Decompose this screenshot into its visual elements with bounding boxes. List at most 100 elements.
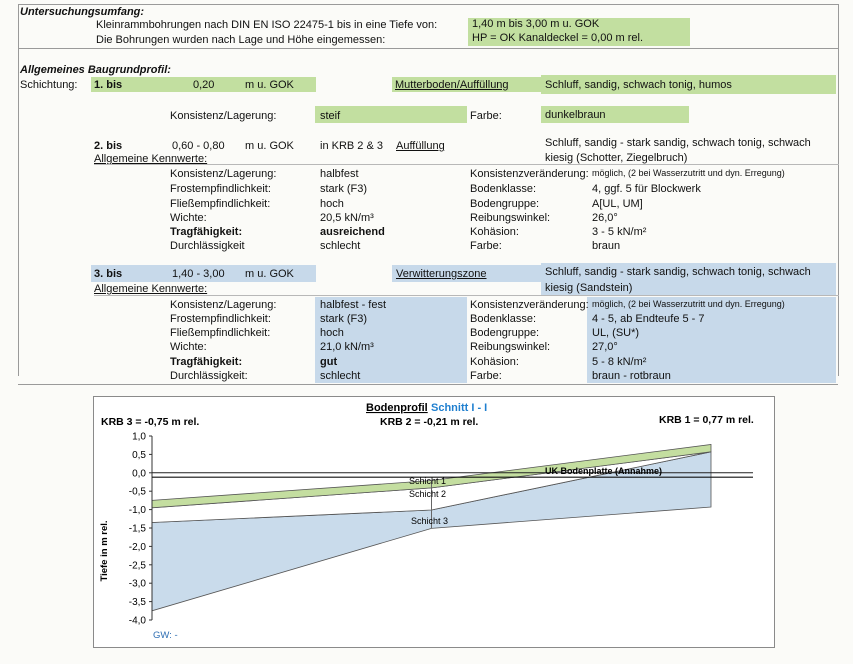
l2-value-cohesion: 3 - 5 kN/m² — [592, 226, 647, 238]
layer1-unit: m u. GOK — [245, 79, 294, 91]
layer3-desc-band — [541, 263, 836, 296]
l3-label-consistency: Konsistenz/Lagerung: — [170, 299, 277, 311]
l2-value-frost: stark (F3) — [320, 183, 368, 195]
y-tick-label: -2,5 — [129, 560, 147, 571]
layer2-krb: in KRB 2 & 3 — [320, 140, 383, 152]
layer1-consistency-band — [315, 106, 467, 123]
scope-reference-value: HP = OK Kanaldeckel = 0,00 m rel. — [468, 32, 690, 46]
layer-3-label: Schicht 3 — [411, 516, 448, 526]
krb2-label: KRB 2 = -0,21 m rel. — [380, 416, 478, 428]
l3-value-permeability: schlecht — [320, 370, 361, 382]
l2-label-flow: Fließempfindlichkeit: — [170, 198, 271, 210]
layer1-desc-band — [541, 75, 836, 94]
layer3-unit: m u. GOK — [245, 268, 294, 280]
l2-label-friction: Reibungswinkel: — [470, 212, 551, 224]
l3-value-consistency: halbfest - fest — [320, 299, 387, 311]
l3-label-flow: Fließempfindlichkeit: — [170, 327, 271, 339]
layer3-right-values-band — [587, 297, 836, 383]
l3-value-soil-group: UL, (SU*) — [592, 327, 640, 339]
gw-label: GW: - — [153, 630, 178, 641]
y-tick-label: -2,0 — [129, 542, 147, 553]
l3-value-weight: 21,0 kN/m³ — [320, 341, 374, 353]
layer3-kennwerte-heading: Allgemeine Kennwerte: — [94, 283, 208, 295]
layer3-name: Verwitterungszone — [396, 268, 487, 280]
layer2-number: 2. bis — [94, 140, 123, 152]
layer1-consistency-label: Konsistenz/Lagerung: — [170, 110, 277, 122]
scope-divider — [18, 48, 838, 49]
l2-label-color: Farbe: — [470, 240, 502, 252]
l2-value-consistency-change: möglich, (2 bei Wasserzutritt und dyn. E… — [592, 168, 785, 178]
layer1-name: Mutterboden/Auffüllung — [395, 79, 509, 91]
right-border — [838, 4, 839, 376]
profile-bottom-rule — [18, 384, 838, 385]
l3-label-friction: Reibungswinkel: — [470, 341, 551, 353]
l3-label-consistency-change: Konsistenzveränderung: — [470, 299, 589, 311]
chart-title: Bodenprofil — [366, 402, 428, 414]
l3-label-bearing: Tragfähigkeit: — [170, 356, 243, 368]
l3-label-color: Farbe: — [470, 370, 502, 382]
y-tick-label: -1,5 — [129, 524, 147, 535]
layer1-color-value: dunkelbraun — [545, 109, 606, 121]
l2-value-permeability: schlecht — [320, 240, 361, 252]
ref-line-label: UK Bodenplatte (Annahme) — [545, 466, 662, 476]
y-tick-label: -1,0 — [129, 505, 147, 516]
layer2-unit: m u. GOK — [245, 140, 294, 152]
layer-1-label: Schicht 1 — [409, 476, 446, 486]
l2-value-consistency: halbfest — [320, 168, 359, 180]
scope-heading: Untersuchungsumfang: — [20, 6, 145, 18]
layer3-kennwerte-rule — [94, 295, 839, 296]
l2-label-bearing: Tragfähigkeit: — [170, 226, 243, 238]
layer1-band — [91, 77, 316, 92]
l2-value-friction: 26,0° — [592, 212, 618, 224]
layer2-depth: 0,60 - 0,80 — [172, 140, 225, 152]
l2-label-soil-group: Bodengruppe: — [470, 198, 540, 210]
l3-label-frost: Frostempfindlichkeit: — [170, 313, 271, 325]
l2-value-color: braun — [592, 240, 621, 252]
l2-label-permeability: Durchlässigkeit — [170, 240, 245, 252]
scope-line-2: Die Bohrungen wurden nach Lage und Höhe … — [96, 34, 386, 46]
l3-value-cohesion: 5 - 8 kN/m² — [592, 356, 647, 368]
y-axis-title: Tiefe in m rel. — [99, 520, 110, 581]
layer1-description: Schluff, sandig, schwach tonig, humos — [545, 79, 732, 91]
l3-value-consistency-change: möglich, (2 bei Wasserzutritt und dyn. E… — [592, 299, 785, 309]
l2-label-consistency-change: Konsistenzveränderung: — [470, 168, 589, 180]
layer2-kennwerte-heading: Allgemeine Kennwerte: — [94, 153, 208, 165]
l3-label-cohesion: Kohäsion: — [470, 356, 519, 368]
krb3-label: KRB 3 = -0,75 m rel. — [101, 416, 199, 428]
l2-label-weight: Wichte: — [170, 212, 207, 224]
layer1-name-band — [392, 77, 542, 92]
y-tick-label: -3,5 — [129, 597, 147, 608]
layer3-band — [91, 265, 316, 282]
l3-label-permeability: Durchlässigkeit: — [170, 370, 248, 382]
l2-label-frost: Frostempfindlichkeit: — [170, 183, 271, 195]
y-tick-label: 0,0 — [132, 468, 146, 479]
layer3-name-band — [392, 265, 542, 282]
layer3-values-band — [315, 297, 467, 383]
l2-value-flow: hoch — [320, 198, 344, 210]
layer3-description-1: Schluff, sandig - stark sandig, schwach … — [545, 266, 811, 278]
l3-value-frost: stark (F3) — [320, 313, 368, 325]
layer3-description-2: kiesig (Sandstein) — [545, 282, 633, 294]
chart-subtitle: Schnitt I - I — [431, 402, 487, 414]
l2-label-consistency: Konsistenz/Lagerung: — [170, 168, 277, 180]
l2-value-soil-class: 4, ggf. 5 für Blockwerk — [592, 183, 701, 195]
l3-value-color: braun - rotbraun — [592, 370, 671, 382]
y-tick-label: 1,0 — [132, 432, 146, 443]
l3-label-soil-class: Bodenklasse: — [470, 313, 537, 325]
l2-label-soil-class: Bodenklasse: — [470, 183, 537, 195]
left-border — [18, 4, 19, 376]
layer-2-label: Schicht 2 — [409, 489, 446, 499]
y-tick-label: 0,5 — [132, 450, 146, 461]
l3-value-bearing: gut — [320, 356, 338, 368]
l2-label-cohesion: Kohäsion: — [470, 226, 519, 238]
layer2-description-2: kiesig (Schotter, Ziegelbruch) — [545, 152, 688, 164]
l3-value-soil-class: 4 - 5, ab Endteufe 5 - 7 — [592, 313, 705, 325]
l3-value-flow: hoch — [320, 327, 344, 339]
layer3-number: 3. bis — [94, 268, 123, 280]
krb1-label: KRB 1 = 0,77 m rel. — [659, 414, 754, 426]
layer3-depth: 1,40 - 3,00 — [172, 268, 225, 280]
top-rule — [18, 4, 838, 5]
layer1-depth: 0,20 — [193, 79, 215, 91]
l2-value-bearing: ausreichend — [320, 226, 385, 238]
profile-heading: Allgemeines Baugrundprofil: — [20, 64, 171, 76]
